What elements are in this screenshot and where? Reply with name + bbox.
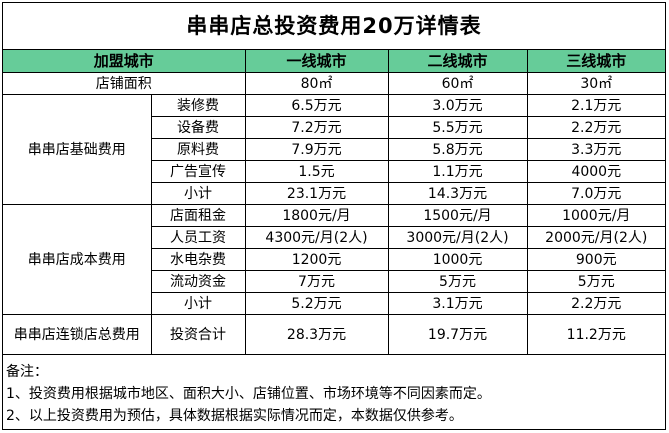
area-row: 店铺面积 80㎡ 60㎡ 30㎡	[3, 72, 666, 95]
value-cell-tier1: 7万元	[244, 270, 389, 293]
header-cell-tier1: 一线城市	[244, 49, 389, 73]
item-cell: 水电杂费	[150, 248, 246, 271]
value-cell-tier1: 1.5元	[244, 160, 389, 183]
value-cell-tier3: 2.2万元	[526, 292, 666, 315]
value-cell-tier1: 6.5万元	[244, 94, 389, 117]
item-cell: 小计	[150, 182, 246, 205]
area-value-cell: 60㎡	[387, 72, 528, 95]
table-title: 串串店总投资费用20万详情表	[3, 3, 665, 50]
value-cell-tier3: 7.0万元	[526, 182, 666, 205]
value-cell-tier2: 14.3万元	[387, 182, 528, 205]
item-cell: 店面租金	[150, 204, 246, 227]
table-row: 串串店连锁店总费用 投资合计 28.3万元 19.7万元 11.2万元	[3, 314, 666, 355]
value-cell-tier1: 5.2万元	[244, 292, 389, 315]
area-value-cell: 30㎡	[526, 72, 666, 95]
table-row: 流动资金 7万元 5万元 5万元	[3, 270, 666, 293]
value-cell-tier3: 2.2万元	[526, 116, 666, 139]
value-cell-tier2: 1500元/月	[387, 204, 528, 227]
category-cell: 串串店基础费用	[3, 94, 152, 205]
value-cell-tier2: 3.0万元	[387, 94, 528, 117]
item-cell: 流动资金	[150, 270, 246, 293]
value-cell-tier2: 3000元/月(2人)	[387, 226, 528, 249]
note-line-2: 2、以上投资费用为预估，具体数据根据实际情况而定，本数据仅供参考。	[6, 408, 463, 424]
value-cell-tier3: 2.1万元	[526, 94, 666, 117]
value-cell-tier1: 1200元	[244, 248, 389, 271]
item-cell: 人员工资	[150, 226, 246, 249]
value-cell-tier1: 23.1万元	[244, 182, 389, 205]
value-cell-tier1: 7.9万元	[244, 138, 389, 161]
value-cell-tier2: 1000元	[387, 248, 528, 271]
value-cell-tier3: 900元	[526, 248, 666, 271]
value-cell-tier3: 2000元/月(2人)	[526, 226, 666, 249]
value-cell-tier2: 5.5万元	[387, 116, 528, 139]
value-cell-tier1: 7.2万元	[244, 116, 389, 139]
value-cell-tier2: 5万元	[387, 270, 528, 293]
value-cell-tier3: 3.3万元	[526, 138, 666, 161]
item-cell: 原料费	[150, 138, 246, 161]
value-cell-tier2: 1.1万元	[387, 160, 528, 183]
header-cell-tier2: 二线城市	[387, 49, 528, 73]
value-cell-tier3: 5万元	[526, 270, 666, 293]
area-label-cell: 店铺面积	[3, 72, 246, 95]
value-cell-tier1: 1800元/月	[244, 204, 389, 227]
table-row: 水电杂费 1200元 1000元 900元	[3, 248, 666, 271]
value-cell-tier2: 5.8万元	[387, 138, 528, 161]
value-cell-tier3: 1000元/月	[526, 204, 666, 227]
item-cell: 投资合计	[150, 314, 246, 355]
note-line-1: 1、投资费用根据城市地区、面积大小、店铺位置、市场环境等不同因素而定。	[6, 386, 491, 402]
item-cell: 设备费	[150, 116, 246, 139]
value-cell-tier3: 4000元	[526, 160, 666, 183]
table-row: 小计 23.1万元 14.3万元 7.0万元	[3, 182, 666, 205]
category-cell: 串串店成本费用	[3, 204, 152, 315]
item-cell: 小计	[150, 292, 246, 315]
value-cell-tier2: 19.7万元	[387, 314, 528, 355]
area-value-cell: 80㎡	[244, 72, 389, 95]
cost-table: 加盟城市 一线城市 二线城市 三线城市 店铺面积 80㎡ 60㎡ 30㎡ 串串店基础费用 装修费 6…	[3, 49, 666, 355]
table-row: 原料费 7.9万元 5.8万元 3.3万元	[3, 138, 666, 161]
notes-heading: 备注：	[6, 364, 48, 380]
header-cell-city: 加盟城市	[3, 49, 246, 73]
value-cell-tier1: 4300元/月(2人)	[244, 226, 389, 249]
table-row: 串串店基础费用 装修费 6.5万元 3.0万元 2.1万元	[3, 94, 666, 205]
category-cell: 串串店连锁店总费用	[3, 314, 152, 355]
value-cell-tier1: 28.3万元	[244, 314, 389, 355]
header-cell-tier3: 三线城市	[526, 49, 666, 73]
item-cell: 广告宣传	[150, 160, 246, 183]
header-row: 加盟城市 一线城市 二线城市 三线城市	[3, 49, 666, 73]
item-cell: 装修费	[150, 94, 246, 117]
table-row: 串串店成本费用 店面租金 1800元/月 1500元/月 1000元/月	[3, 204, 666, 315]
value-cell-tier2: 3.1万元	[387, 292, 528, 315]
value-cell-tier3: 11.2万元	[526, 314, 666, 355]
notes-section: 备注： 1、投资费用根据城市地区、面积大小、店铺位置、市场环境等不同因素而定。 …	[3, 361, 665, 429]
